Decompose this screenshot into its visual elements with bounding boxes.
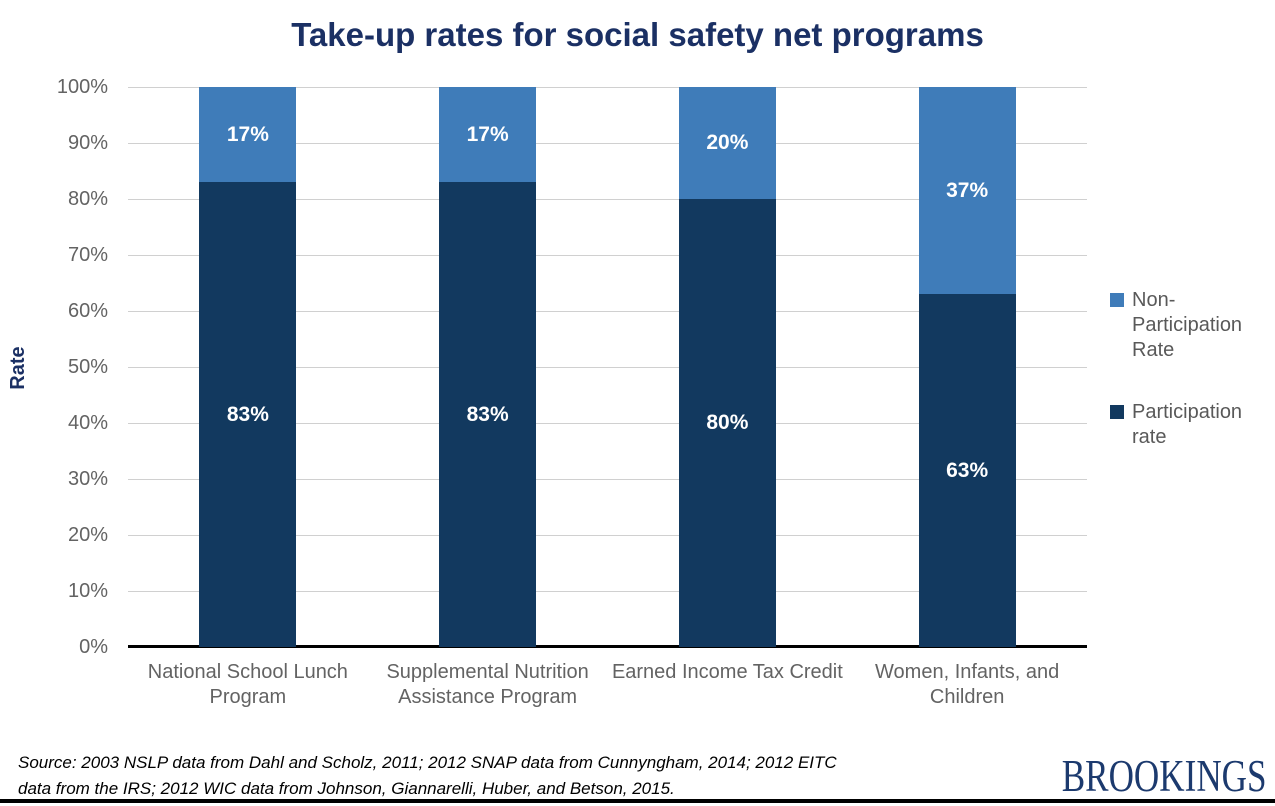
y-axis-tick-labels: 0% 10% 20% 30% 40% 50% 60% 70% 80% 90% 100%	[28, 76, 108, 658]
y-tick-label: 90%	[67, 132, 108, 154]
bar-segment-label: 37%	[946, 178, 989, 202]
gridline	[128, 311, 1087, 312]
source-note-line-1: Source: 2003 NSLP data from Dahl and Sch…	[18, 753, 837, 772]
source-note: Source: 2003 NSLP data from Dahl and Sch…	[18, 750, 1028, 802]
gridline	[128, 535, 1087, 536]
legend-label: Participation rate	[1132, 401, 1243, 448]
gridline	[128, 199, 1087, 200]
brookings-logo: BROOKINGS	[1062, 751, 1267, 801]
bar-segment: 83%	[439, 182, 537, 647]
y-tick-label: 100%	[56, 76, 108, 98]
bar-segment: 17%	[439, 87, 537, 183]
legend-label: Non-Participation Rate	[1132, 289, 1243, 361]
bar-segment-label: 83%	[466, 402, 509, 426]
source-note-line-2: data from the IRS; 2012 WIC data from Jo…	[18, 779, 675, 798]
gridline	[128, 143, 1087, 144]
stacked-bar: 83% 17%	[439, 87, 537, 647]
y-tick-label: 60%	[67, 300, 108, 322]
category-label: Earned Income Tax Credit	[611, 661, 843, 683]
x-axis-category-labels: National School Lunch Program Supplementa…	[128, 660, 1087, 720]
legend-item: Non-Participation Rate	[1110, 288, 1260, 363]
bar-segment: 17%	[199, 87, 297, 183]
stacked-bar: 63% 37%	[918, 87, 1016, 647]
y-tick-label: 50%	[67, 356, 108, 378]
category-label: Women, Infants, and Children	[875, 661, 1060, 708]
y-tick-label: 70%	[67, 244, 108, 266]
bar-segment-label: 17%	[226, 122, 269, 146]
y-tick-label: 20%	[67, 524, 108, 546]
gridline	[128, 423, 1087, 424]
bar-segment-label: 63%	[946, 458, 989, 482]
legend-item: Participation rate	[1110, 400, 1260, 450]
x-axis-line	[128, 645, 1087, 648]
category-label: National School Lunch Program	[147, 661, 348, 708]
gridline	[128, 479, 1087, 480]
y-tick-label: 10%	[67, 580, 108, 602]
bar-segment: 20%	[678, 87, 776, 199]
category-label: Supplemental Nutrition Assistance Progra…	[386, 661, 589, 708]
gridline	[128, 87, 1087, 88]
plot-area: 83% 17% 83% 17% 80% 20% 63% 37%	[128, 87, 1087, 648]
y-tick-label: 30%	[67, 468, 108, 490]
chart-title: Take-up rates for social safety net prog…	[291, 16, 984, 53]
gridline	[128, 255, 1087, 256]
stacked-bar: 83% 17%	[199, 87, 297, 647]
y-axis-title: Rate	[7, 346, 29, 390]
bar-segment: 80%	[678, 199, 776, 647]
bar-segment-label: 83%	[226, 402, 269, 426]
y-tick-label: 0%	[79, 636, 108, 658]
stacked-bar: 80% 20%	[678, 87, 776, 647]
bar-segment: 83%	[199, 182, 297, 647]
legend-swatch-icon	[1110, 405, 1124, 419]
bar-segment: 37%	[918, 87, 1016, 295]
gridline	[128, 591, 1087, 592]
bar-segment-label: 20%	[706, 131, 749, 154]
gridline	[128, 367, 1087, 368]
bottom-rule	[0, 799, 1275, 803]
bar-segment-label: 80%	[706, 411, 749, 434]
bar-segment-label: 17%	[466, 122, 509, 146]
bar-segment: 63%	[918, 294, 1016, 647]
y-tick-label: 40%	[67, 412, 108, 434]
legend-swatch-icon	[1110, 293, 1124, 307]
y-tick-label: 80%	[67, 188, 108, 210]
